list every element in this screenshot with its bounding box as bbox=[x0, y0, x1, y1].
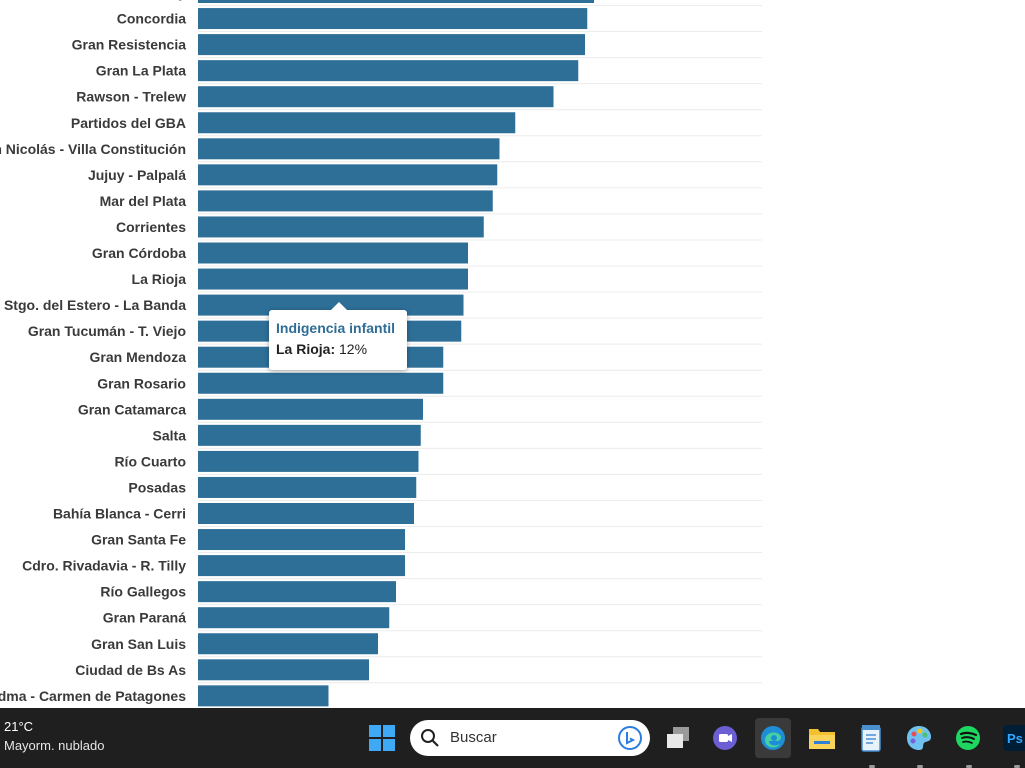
bar[interactable] bbox=[198, 372, 444, 394]
bar[interactable] bbox=[198, 529, 405, 551]
edge-icon[interactable] bbox=[755, 720, 791, 756]
category-label: Río Cuarto bbox=[114, 453, 186, 469]
category-label: Bahía Blanca - Cerri bbox=[53, 506, 186, 522]
photoshop-running-indicator bbox=[1014, 765, 1020, 768]
bar[interactable] bbox=[198, 242, 468, 264]
bar[interactable] bbox=[198, 34, 585, 56]
bar-chart-svg: Santa Rosa - Toay Concordia Gran Resistenc… bbox=[0, 0, 762, 707]
bar[interactable] bbox=[198, 633, 378, 655]
category-label: Viedma - Carmen de Patagones bbox=[0, 688, 186, 704]
bar[interactable] bbox=[198, 424, 421, 446]
category-label: La Rioja bbox=[132, 271, 187, 287]
category-label: Gran Rosario bbox=[97, 375, 186, 391]
bar[interactable] bbox=[198, 659, 369, 681]
category-label: Salta bbox=[153, 427, 187, 443]
category-label: Santa Rosa - Toay bbox=[66, 0, 187, 1]
taskbar: 21°C Mayorm. nublado Buscar bbox=[0, 708, 1025, 768]
category-label: Gran Santa Fe bbox=[91, 532, 186, 548]
bar-chart: Santa Rosa - Toay Concordia Gran Resistenc… bbox=[0, 0, 762, 707]
bar[interactable] bbox=[198, 398, 423, 420]
tooltip-line: La Rioja: 12% bbox=[276, 339, 407, 359]
category-label: Partidos del GBA bbox=[71, 115, 186, 131]
category-label: Gran Catamarca bbox=[78, 401, 186, 417]
weather-temperature: 21°C bbox=[4, 719, 34, 734]
tooltip-value: 12% bbox=[339, 341, 368, 357]
category-label: Gran Tucumán - T. Viejo bbox=[28, 323, 186, 339]
file-explorer-icon[interactable] bbox=[804, 720, 840, 756]
bar[interactable] bbox=[198, 86, 554, 108]
weather-condition: Mayorm. nublado bbox=[4, 738, 105, 753]
bar[interactable] bbox=[198, 450, 419, 472]
bar[interactable] bbox=[198, 190, 493, 212]
category-label: Stgo. del Estero - La Banda bbox=[4, 297, 186, 313]
bar[interactable] bbox=[198, 555, 405, 577]
category-label: Gran Córdoba bbox=[92, 245, 186, 261]
search-icon bbox=[421, 729, 439, 747]
spotify-running-indicator bbox=[966, 765, 972, 768]
paint-running-indicator bbox=[917, 765, 923, 768]
category-label: Cdro. Rivadavia - R. Tilly bbox=[22, 558, 186, 574]
category-label: Jujuy - Palpalá bbox=[88, 167, 186, 183]
category-label: Gran Resistencia bbox=[72, 37, 187, 53]
photoshop-icon[interactable]: Ps bbox=[998, 720, 1025, 756]
chart-tooltip: Indigencia infantil La Rioja: 12% bbox=[269, 302, 407, 370]
category-label: Gran Mendoza bbox=[90, 349, 187, 365]
bar[interactable] bbox=[198, 685, 329, 707]
paint-icon[interactable] bbox=[901, 720, 937, 756]
bar[interactable] bbox=[198, 138, 500, 160]
category-label: Gran San Luis bbox=[91, 636, 186, 652]
category-label: Posadas bbox=[128, 479, 186, 495]
category-label: Ciudad de Bs As bbox=[75, 662, 186, 678]
category-label: Mar del Plata bbox=[100, 193, 187, 209]
bar[interactable] bbox=[198, 112, 516, 134]
spotify-icon[interactable] bbox=[950, 720, 986, 756]
category-label: Río Gallegos bbox=[100, 584, 186, 600]
bar[interactable] bbox=[198, 0, 594, 3]
search-input[interactable]: Buscar bbox=[410, 720, 650, 756]
notepad-running-indicator bbox=[869, 765, 875, 768]
bar[interactable] bbox=[198, 164, 498, 186]
task-view-icon[interactable] bbox=[660, 720, 696, 756]
windows-start-icon[interactable] bbox=[364, 720, 400, 756]
svg-text:Ps: Ps bbox=[1007, 731, 1023, 746]
bar[interactable] bbox=[198, 8, 588, 30]
bar[interactable] bbox=[198, 268, 468, 290]
search-placeholder: Buscar bbox=[450, 729, 497, 746]
bar[interactable] bbox=[198, 216, 484, 238]
category-label: Concordia bbox=[117, 11, 186, 27]
bar[interactable] bbox=[198, 607, 390, 629]
bar[interactable] bbox=[198, 581, 396, 603]
notepad-icon[interactable] bbox=[853, 720, 889, 756]
tooltip-arrow bbox=[331, 302, 347, 310]
tooltip-category: La Rioja: bbox=[276, 341, 336, 357]
teams-chat-icon[interactable] bbox=[707, 720, 743, 756]
bar[interactable] bbox=[198, 503, 414, 524]
bar[interactable] bbox=[198, 476, 417, 498]
bing-icon[interactable] bbox=[618, 726, 642, 750]
bar[interactable] bbox=[198, 60, 579, 82]
category-label: Gran La Plata bbox=[96, 63, 186, 79]
category-label: Gran Paraná bbox=[103, 610, 186, 626]
weather-widget[interactable]: 21°C Mayorm. nublado bbox=[4, 718, 104, 756]
category-label: Rawson - Trelew bbox=[76, 89, 186, 105]
tooltip-title: Indigencia infantil bbox=[276, 320, 396, 336]
category-label: San Nicolás - Villa Constitución bbox=[0, 141, 186, 157]
category-label: Corrientes bbox=[116, 219, 186, 235]
